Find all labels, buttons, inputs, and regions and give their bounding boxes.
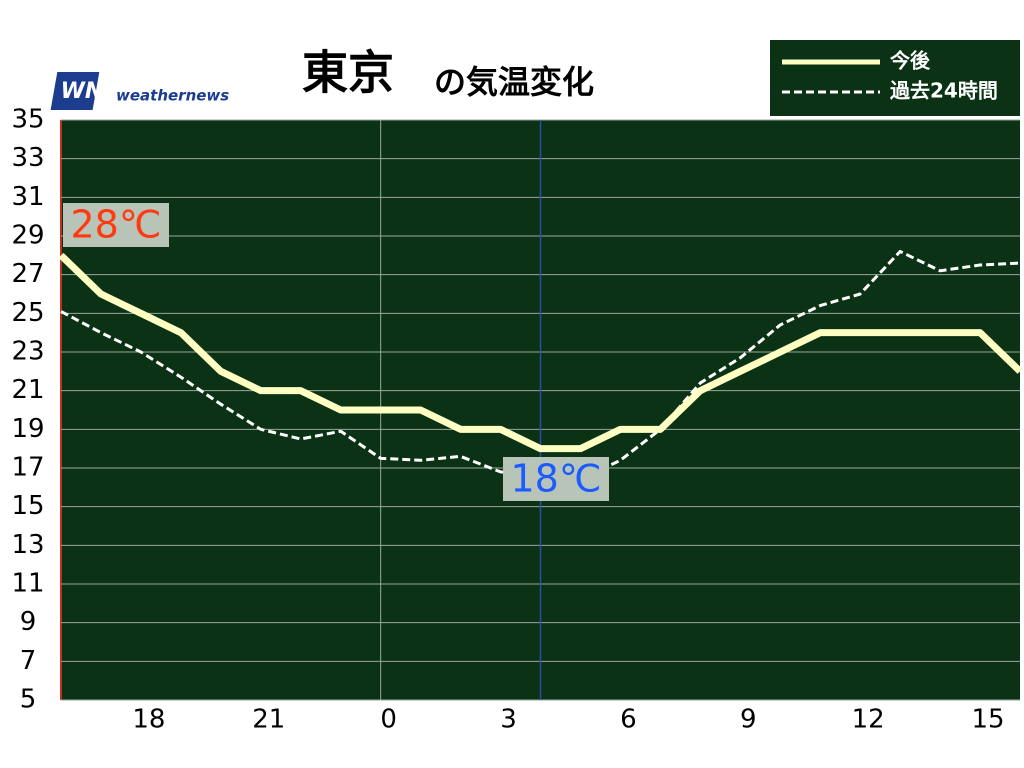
y-tick-label: 13 bbox=[11, 530, 44, 560]
x-tick-label: 18 bbox=[132, 705, 165, 735]
annotation: 18℃ bbox=[510, 457, 601, 501]
legend-label: 今後 bbox=[890, 49, 931, 73]
legend-label: 過去24時間 bbox=[890, 79, 998, 103]
y-tick-label: 19 bbox=[11, 414, 44, 444]
logo-mark-bg bbox=[50, 72, 100, 110]
y-tick-label: 21 bbox=[11, 375, 44, 405]
y-tick-label: 7 bbox=[20, 646, 37, 676]
series-line bbox=[58, 252, 1023, 453]
y-tick-label: 5 bbox=[20, 685, 37, 715]
annotation-box bbox=[503, 457, 609, 501]
annotation-box bbox=[63, 203, 169, 247]
title-sub: の気温変化 bbox=[434, 63, 594, 101]
x-tick-label: 12 bbox=[852, 705, 885, 735]
series-line bbox=[60, 249, 1021, 482]
y-tick-label: 31 bbox=[11, 182, 44, 212]
y-tick-label: 35 bbox=[11, 105, 44, 135]
y-tick-label: 9 bbox=[20, 607, 37, 637]
logo: weathernews bbox=[116, 87, 229, 105]
annotation: 28℃ bbox=[70, 203, 161, 247]
legend-box bbox=[770, 40, 1020, 116]
y-tick-label: 23 bbox=[11, 337, 44, 367]
y-tick-label: 29 bbox=[11, 221, 44, 251]
x-tick-label: 15 bbox=[971, 705, 1004, 735]
y-tick-label: 27 bbox=[11, 259, 44, 289]
title-main: 東京 bbox=[302, 46, 394, 100]
y-tick-label: 25 bbox=[11, 298, 44, 328]
y-tick-label: 17 bbox=[11, 453, 44, 483]
x-tick-label: 6 bbox=[620, 705, 637, 735]
y-tick-label: 15 bbox=[11, 491, 44, 521]
x-tick-label: 0 bbox=[380, 705, 397, 735]
x-tick-label: 9 bbox=[740, 705, 757, 735]
x-tick-label: 3 bbox=[500, 705, 517, 735]
y-tick-label: 33 bbox=[11, 143, 44, 173]
y-tick-label: 11 bbox=[11, 569, 44, 599]
logo-mark: WNI bbox=[61, 79, 112, 104]
x-tick-label: 21 bbox=[252, 705, 285, 735]
